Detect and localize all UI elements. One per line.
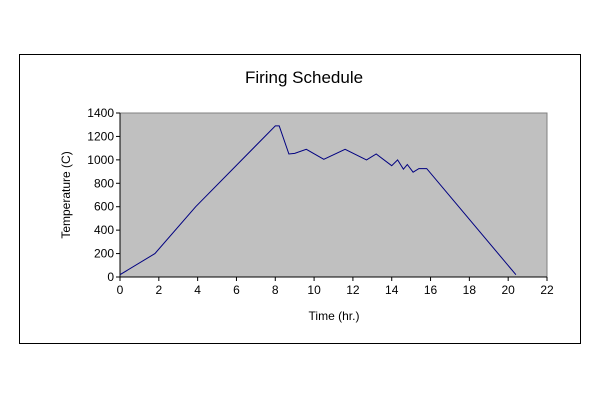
y-tick-label: 1200	[87, 129, 114, 143]
x-tick-label: 8	[272, 283, 279, 297]
x-tick-label: 20	[502, 283, 516, 297]
x-tick-label: 10	[307, 283, 321, 297]
x-axis-label: Time (hr.)	[309, 309, 360, 323]
y-tick-label: 200	[94, 247, 114, 261]
y-tick-label: 0	[107, 270, 114, 284]
x-tick-label: 2	[155, 283, 162, 297]
y-tick-label: 1000	[87, 153, 114, 167]
y-tick-label: 600	[94, 200, 114, 214]
x-tick-label: 0	[117, 283, 124, 297]
x-tick-label: 4	[194, 283, 201, 297]
y-axis-label: Temperature (C)	[59, 151, 73, 238]
x-tick-label: 6	[233, 283, 240, 297]
x-tick-label: 12	[346, 283, 360, 297]
x-tick-label: 22	[540, 283, 554, 297]
x-axis: 0 2 4 6 8 10 12 14 16 18 20 22	[117, 276, 554, 297]
chart-title: Firing Schedule	[245, 68, 363, 87]
series-group	[119, 125, 517, 276]
y-tick-label: 1400	[87, 106, 114, 120]
y-axis: 0 200 400 600 800 1000 1200 1400	[87, 106, 121, 284]
y-tick-label: 400	[94, 223, 114, 237]
y-tick-label: 800	[94, 176, 114, 190]
series-line	[119, 125, 517, 276]
x-tick-label: 18	[463, 283, 477, 297]
plot-area	[119, 112, 548, 278]
x-tick-label: 14	[385, 283, 399, 297]
x-tick-label: 16	[424, 283, 438, 297]
